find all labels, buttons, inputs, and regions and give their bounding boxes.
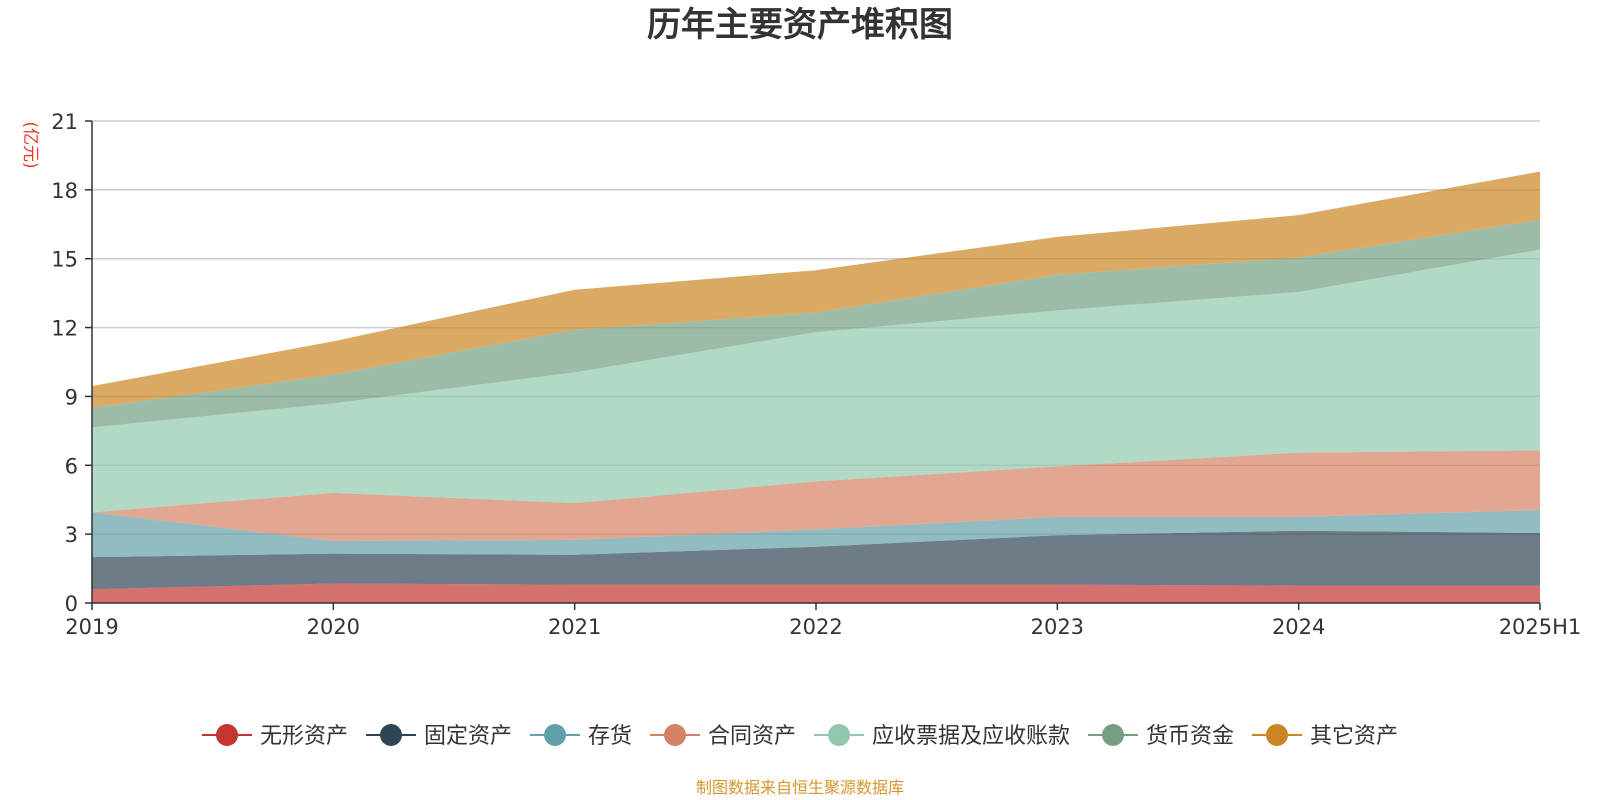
y-tick-label: 21 xyxy=(51,110,78,134)
y-tick-label: 6 xyxy=(65,454,78,478)
legend-label: 货币资金 xyxy=(1146,724,1234,749)
area-存货[interactable] xyxy=(92,510,1540,558)
legend-item-无形资产[interactable]: 无形资产 xyxy=(202,724,348,749)
x-tick-label: 2023 xyxy=(1031,615,1084,639)
y-tick-label: 3 xyxy=(65,523,78,547)
y-tick-label: 0 xyxy=(65,592,78,616)
legend-marker xyxy=(544,724,566,746)
legend-item-合同资产[interactable]: 合同资产 xyxy=(650,724,796,749)
area-无形资产[interactable] xyxy=(92,583,1540,603)
legend: 无形资产 固定资产 存货 合同资产 应收票据及应收账款 货币资金 其它资产 xyxy=(202,724,1398,749)
y-tick-label: 15 xyxy=(51,248,78,272)
legend-item-应收票据及应收账款[interactable]: 应收票据及应收账款 xyxy=(814,724,1070,749)
legend-label: 存货 xyxy=(588,724,632,749)
legend-marker xyxy=(664,724,686,746)
y-tick-label: 18 xyxy=(51,179,78,203)
chart-title: 历年主要资产堆积图 xyxy=(647,5,953,45)
legend-label: 固定资产 xyxy=(424,724,512,749)
x-tick-label: 2019 xyxy=(65,615,118,639)
legend-marker xyxy=(828,724,850,746)
x-tick-label: 2022 xyxy=(789,615,842,639)
legend-label: 无形资产 xyxy=(260,724,348,749)
legend-label: 其它资产 xyxy=(1310,724,1398,749)
y-tick-label: 12 xyxy=(51,317,78,341)
legend-label: 合同资产 xyxy=(708,724,796,749)
x-tick-label: 2020 xyxy=(307,615,360,639)
source-note: 制图数据来自恒生聚源数据库 xyxy=(696,778,904,797)
area-series xyxy=(92,171,1540,603)
area-应收票据及应收账款[interactable] xyxy=(92,249,1540,513)
area-固定资产[interactable] xyxy=(92,530,1540,590)
legend-marker xyxy=(216,724,238,746)
axes: 0 3 6 9 12 15 18 21 2019 2020 2021 2022 2023 2024 2025… xyxy=(51,110,1581,639)
legend-item-固定资产[interactable]: 固定资产 xyxy=(366,724,512,749)
legend-item-存货[interactable]: 存货 xyxy=(530,724,632,749)
area-货币资金[interactable] xyxy=(92,219,1540,428)
y-axis-unit-label: (亿元) xyxy=(20,121,40,168)
legend-marker xyxy=(1266,724,1288,746)
legend-item-货币资金[interactable]: 货币资金 xyxy=(1088,724,1234,749)
legend-marker xyxy=(380,724,402,746)
x-tick-label: 2024 xyxy=(1272,615,1325,639)
x-tick-label: 2021 xyxy=(548,615,601,639)
legend-marker xyxy=(1102,724,1124,746)
x-tick-label: 2025H1 xyxy=(1499,615,1582,639)
area-其它资产[interactable] xyxy=(92,171,1540,408)
y-tick-label: 9 xyxy=(65,385,78,409)
legend-item-其它资产[interactable]: 其它资产 xyxy=(1252,724,1398,749)
legend-label: 应收票据及应收账款 xyxy=(872,724,1070,749)
area-合同资产[interactable] xyxy=(92,450,1540,542)
